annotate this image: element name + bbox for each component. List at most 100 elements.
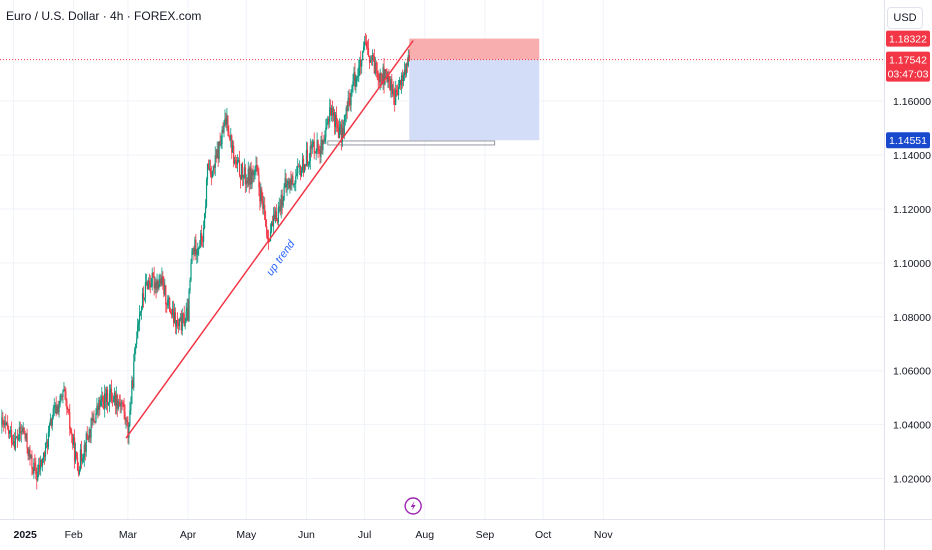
candle-body <box>325 127 327 138</box>
candle-body <box>190 263 192 281</box>
candle-body <box>236 160 239 165</box>
candle-body <box>107 402 110 405</box>
candle-body <box>226 115 228 125</box>
candle-body <box>60 395 62 397</box>
candle-body <box>207 163 210 169</box>
candle-body <box>153 276 155 289</box>
candle-body <box>23 427 25 435</box>
candle-body <box>14 437 17 449</box>
candle-body <box>203 228 205 242</box>
candle-body <box>316 140 318 152</box>
candle-body <box>222 129 224 133</box>
candle-body <box>209 168 212 174</box>
candle-body <box>78 469 81 475</box>
candle-body <box>185 311 187 322</box>
candle-body <box>353 72 355 81</box>
candle-body <box>336 124 339 129</box>
candle-body <box>132 380 134 388</box>
candle-body <box>374 62 376 74</box>
x-tick-label: 2025 <box>14 529 38 541</box>
candle-body <box>253 171 255 176</box>
candle-body <box>115 394 117 406</box>
candle-body <box>281 194 283 207</box>
candle-body <box>83 444 85 458</box>
candle-body <box>133 361 135 388</box>
candle-body <box>106 389 108 402</box>
candle-body <box>71 432 73 435</box>
candle-body <box>113 392 115 402</box>
candle-body <box>4 422 6 426</box>
candle-body <box>130 404 132 411</box>
candle-body <box>365 42 368 48</box>
candle-body <box>26 433 28 449</box>
candle-body <box>112 401 115 402</box>
candle-body <box>183 314 185 326</box>
candle-body <box>388 75 390 81</box>
candle-body <box>199 245 201 248</box>
candle-body <box>393 89 395 97</box>
candle-body <box>28 449 30 457</box>
candle-body <box>286 184 288 187</box>
candle-body <box>179 317 181 320</box>
candle-body <box>166 304 168 306</box>
candle-body <box>36 474 38 481</box>
candle-body <box>22 427 24 433</box>
candle-body <box>193 248 195 254</box>
candle-body <box>402 75 405 82</box>
candle-body <box>189 280 191 291</box>
candle-body <box>63 389 65 392</box>
candle-body <box>77 469 80 475</box>
symbol-title[interactable]: Euro / U.S. Dollar · 4h · FOREX.com <box>6 9 202 23</box>
candle-body <box>158 283 160 289</box>
candle-body <box>256 164 258 171</box>
candle-body <box>42 459 44 466</box>
candle-body <box>40 459 42 470</box>
x-tick-label: Mar <box>119 529 138 541</box>
candle-body <box>285 178 287 187</box>
candle-body <box>216 149 218 159</box>
candle-body <box>116 394 118 409</box>
candle-body <box>257 170 259 175</box>
candle-body <box>139 311 142 314</box>
candle-body <box>19 427 21 434</box>
candle-body <box>354 72 356 87</box>
candle-body <box>228 131 230 136</box>
candle-body <box>391 79 393 95</box>
candle-body <box>169 297 171 312</box>
horizontal-level <box>327 140 496 146</box>
candle-body <box>163 282 165 295</box>
candle-body <box>337 128 340 138</box>
candle-body <box>43 452 46 457</box>
candle-body <box>82 457 84 461</box>
candle-body <box>9 430 11 434</box>
candle-body <box>145 282 147 283</box>
candle-body <box>368 56 371 63</box>
candle-body <box>70 429 72 433</box>
candle-body <box>155 282 157 290</box>
candle-body <box>355 78 357 87</box>
candle-body <box>296 173 298 177</box>
candle-body <box>233 145 235 164</box>
stop-loss-zone <box>409 38 540 60</box>
candle-body <box>270 222 273 232</box>
candle-body <box>16 436 18 440</box>
candle-body <box>118 401 120 404</box>
candle-body <box>320 140 322 157</box>
candle-body <box>89 429 91 438</box>
candle-body <box>11 443 14 445</box>
candle-body <box>346 107 348 111</box>
candle-body <box>313 141 315 153</box>
candle-body <box>378 79 380 82</box>
candle-body <box>284 178 286 187</box>
stop-price-tag-label: 1.18322 <box>889 34 927 46</box>
candle-body <box>235 160 237 162</box>
y-tick-label: 1.02000 <box>893 474 931 486</box>
currency-button[interactable]: USD <box>887 7 923 29</box>
candle-body <box>331 107 333 116</box>
candle-body <box>214 155 216 169</box>
x-tick-label: Feb <box>65 529 83 541</box>
candle-body <box>397 93 399 96</box>
candle-body <box>366 47 369 49</box>
